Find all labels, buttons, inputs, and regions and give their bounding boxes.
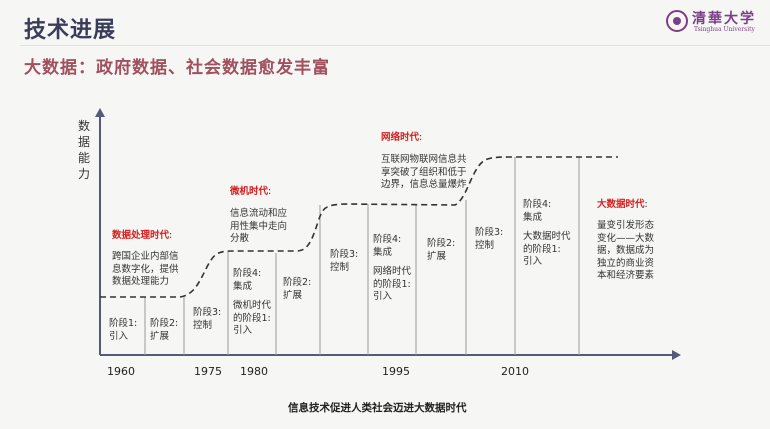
diagram-caption: 信息技术促进人类社会迈进大数据时代 [288,402,467,414]
year-label: 1975 [194,365,222,378]
era-desc-data-processing: 跨国企业内部信 息数字化，提供 数据处理能力 [112,251,179,287]
stage-dividers [144,157,580,355]
stage-label: 阶段2: 扩展 [283,277,312,301]
seal-icon [666,10,688,32]
stage-label: 阶段2: 扩展 [150,318,179,342]
header-divider [20,45,770,46]
era-desc-microcomputer: 信息流动和应 用性集中走向 分散 [230,208,288,244]
era-title-microcomputer: 微机时代: [230,186,272,197]
stage-label: 阶段2: 扩展 [427,238,456,262]
stage-label: 阶段4: 集成 微机时代 的阶段1: 引入 [233,268,272,336]
stage-label: 阶段3: 控制 [330,249,359,273]
era-title-big-data: 大数据时代: [597,199,648,210]
year-label: 1980 [240,365,268,378]
capability-curve [100,156,618,298]
page-subtitle: 大数据：政府数据、社会数据愈发丰富 [24,58,330,78]
logo-chinese: 清華大学 [692,11,756,27]
logo-english: Tsinghua University [694,26,755,33]
y-axis-label: 数据能力 [78,119,91,181]
era-title-network: 网络时代: [381,132,423,143]
stage-label: 阶段4: 集成 大数据时代 的阶段1: 引入 [523,199,571,267]
year-label: 1995 [382,365,410,378]
era-desc-big-data: 量变引发形态 变化——大数 据，数据成为 独立的商业资 本和经济要素 [597,220,655,281]
stage-label: 阶段4: 集成 网络时代 的阶段1: 引入 [373,234,412,302]
stage-label: 阶段3: 控制 [193,307,222,331]
year-label: 2010 [501,365,529,378]
x-axis-arrow-icon [672,350,681,360]
stage-label: 阶段3: 控制 [475,227,504,251]
y-axis-arrow-icon [95,108,105,117]
university-logo: 清華大学 Tsinghua University [666,10,766,36]
year-label: 1960 [107,365,135,378]
era-desc-network: 互联网物联网信息共 享突破了组织和低于 边界，信息总量爆炸 [381,154,467,190]
page-title: 技术进展 [24,18,117,43]
stage-label: 阶段1: 引入 [109,318,138,342]
era-title-data-processing: 数据处理时代: [112,230,173,241]
